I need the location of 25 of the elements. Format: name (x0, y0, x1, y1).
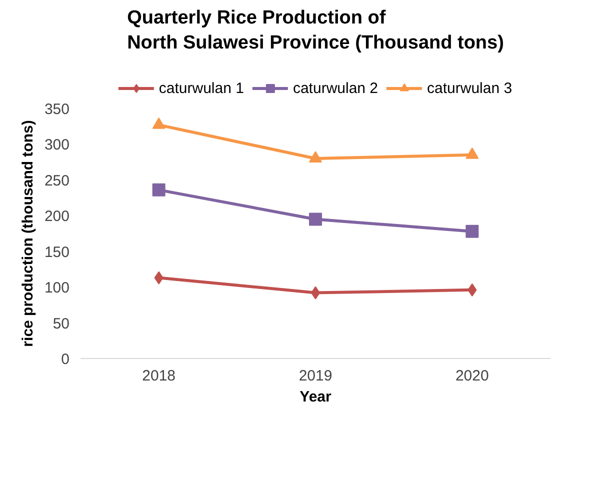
legend-label: caturwulan 3 (427, 80, 512, 96)
x-tick-label: 2019 (298, 368, 332, 384)
y-tick-label: 250 (44, 172, 70, 190)
y-tick-label: 50 (52, 315, 70, 332)
point (309, 151, 322, 162)
point (466, 224, 479, 238)
x-tick-label: 2018 (142, 368, 176, 384)
point (466, 148, 479, 159)
legend-label: caturwulan 2 (292, 80, 378, 96)
y-tick-label: 350 (44, 101, 70, 118)
point (152, 183, 166, 196)
y-tick-label: 150 (44, 244, 70, 261)
point (154, 271, 164, 284)
point (309, 212, 322, 226)
x-tick-label: 2020 (455, 368, 489, 384)
legend-label: caturwulan 1 (158, 80, 244, 96)
point (152, 118, 166, 129)
y-tick-label: 300 (44, 136, 70, 154)
x-axis-title: Year (300, 388, 332, 406)
point (468, 283, 477, 296)
y-tick-label: 100 (44, 280, 70, 297)
y-tick-label: 200 (44, 208, 70, 226)
y-tick-label: 0 (61, 351, 70, 368)
chart-title: Quarterly Rice Production of North Sulawesi Province (Thousand tons) (127, 7, 504, 54)
y-axis-title: rice production (thousand tons) (19, 120, 36, 347)
